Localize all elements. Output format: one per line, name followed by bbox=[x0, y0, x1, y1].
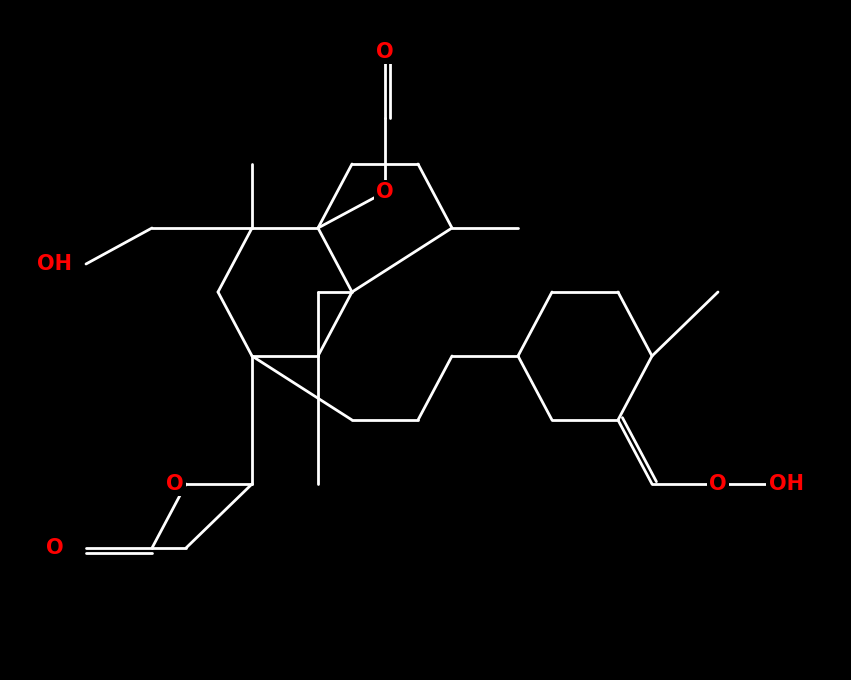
Text: O: O bbox=[709, 474, 727, 494]
Text: O: O bbox=[166, 474, 184, 494]
Text: OH: OH bbox=[37, 254, 72, 274]
Text: OH: OH bbox=[768, 474, 803, 494]
Text: O: O bbox=[376, 182, 394, 202]
Text: O: O bbox=[376, 42, 394, 62]
Text: O: O bbox=[46, 538, 64, 558]
